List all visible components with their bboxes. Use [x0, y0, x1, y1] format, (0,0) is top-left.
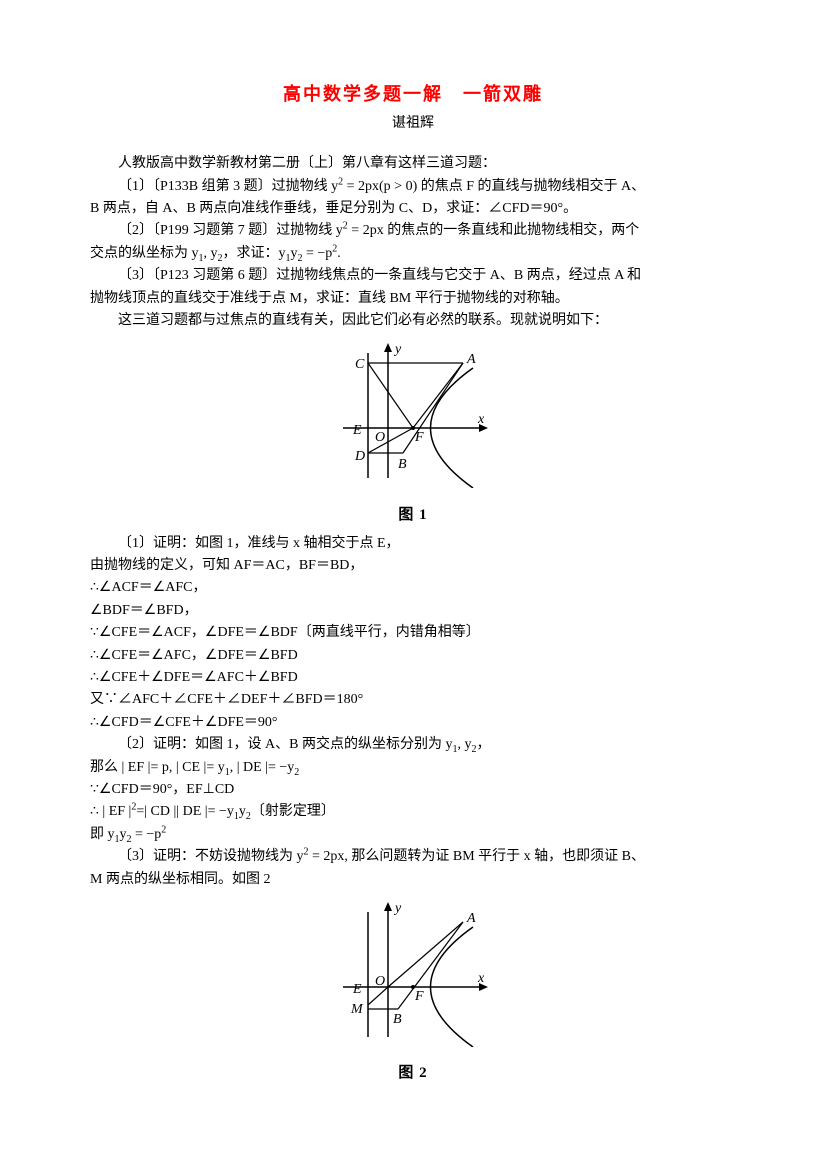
svg-text:x: x: [477, 412, 485, 427]
problem-1-line2: B 两点，自 A、B 两点向准线作垂线，垂足分别为 C、D，求证：∠CFD＝90…: [90, 198, 736, 220]
problem-2-text-g: = −p: [303, 246, 333, 261]
proof1-l5: ∵∠CFE＝∠ACF，∠DFE＝∠BDF〔两直线平行，内错角相等〕: [90, 622, 736, 644]
problem-1-line1: 〔1〕〔P133B 组第 3 题〕过抛物线 y2 = 2px(p > 0) 的焦…: [90, 176, 736, 198]
figure-2-caption: 图 2: [90, 1061, 736, 1085]
proof1-l1: 〔1〕证明：如图 1，准线与 x 轴相交于点 E，: [90, 533, 736, 555]
proof1-l9: ∴∠CFD＝∠CFE＋∠DFE＝90°: [90, 712, 736, 734]
svg-text:O: O: [375, 974, 385, 989]
connector-text: 这三道习题都与过焦点的直线有关，因此它们必有必然的联系。现就说明如下：: [90, 310, 736, 332]
problem-2-text-b: = 2px 的焦点的一条直线和此抛物线相交，两个: [348, 223, 639, 238]
proof2-l1-c: ，: [476, 737, 490, 752]
proof3-l2: M 两点的纵坐标相同。如图 2: [90, 869, 736, 891]
svg-text:A: A: [466, 352, 476, 367]
problem-2-text-d: , y: [204, 246, 218, 261]
svg-text:x: x: [477, 971, 485, 986]
proof2-l2: 那么 | EF |= p, | CE |= y1, | DE |= −y2: [90, 757, 736, 779]
proof2-l3: ∵∠CFD＝90°，EF⊥CD: [90, 779, 736, 801]
proof2-l5-a: 即 y: [90, 827, 115, 842]
proof2-l5: 即 y1y2 = −p2: [90, 824, 736, 846]
problem-2-text-c: 交点的纵坐标为 y: [90, 246, 199, 261]
svg-text:B: B: [398, 457, 407, 472]
figure-1-caption: 图 1: [90, 503, 736, 527]
svg-text:E: E: [352, 423, 362, 438]
svg-text:y: y: [393, 901, 402, 916]
svg-text:C: C: [355, 357, 365, 372]
svg-text:E: E: [352, 982, 362, 997]
figure-1-svg: C A E O F x y D B: [333, 338, 493, 488]
proof1-l2: 由抛物线的定义，可知 AF＝AC，BF＝BD，: [90, 555, 736, 577]
proof3-l1-b: = 2px, 那么问题转为证 BM 平行于 x 轴，也即须证 B、: [309, 849, 646, 864]
subscript: 2: [294, 766, 299, 777]
proof3-l1-a: 〔3〕证明：不妨设抛物线为 y: [118, 849, 304, 864]
proof2-l2-a: 那么 | EF |= p, | CE |= y: [90, 760, 225, 775]
proof2-l4-b: =| CD || DE |= −y: [136, 804, 234, 819]
proof1-l6: ∴∠CFE＝∠AFC，∠DFE＝∠BFD: [90, 645, 736, 667]
figure-1: C A E O F x y D B 图 1: [90, 338, 736, 526]
svg-text:A: A: [466, 911, 476, 926]
proof2-l2-b: , | DE |= −y: [230, 760, 295, 775]
proof3-l1: 〔3〕证明：不妨设抛物线为 y2 = 2px, 那么问题转为证 BM 平行于 x…: [90, 846, 736, 868]
proof2-l4-a: ∴ | EF |: [90, 804, 131, 819]
intro-text: 人教版高中数学新教材第二册〔上〕第八章有这样三道习题：: [90, 153, 736, 175]
exponent: 2: [161, 824, 166, 835]
proof2-l1: 〔2〕证明：如图 1，设 A、B 两交点的纵坐标分别为 y1, y2，: [90, 734, 736, 756]
problem-2-text-a: 〔2〕〔P199 习题第 7 题〕过抛物线 y: [118, 223, 343, 238]
problem-2-text-f: y: [291, 246, 298, 261]
proof1-l8: 又∵∠AFC＋∠CFE＋∠DEF＋∠BFD＝180°: [90, 689, 736, 711]
proof1-l3: ∴∠ACF＝∠AFC，: [90, 577, 736, 599]
proof2-l1-b: , y: [457, 737, 471, 752]
proof2-l4-c: y: [239, 804, 246, 819]
author: 谌祖辉: [90, 113, 736, 135]
figure-2-svg: A E O F x y M B: [333, 897, 493, 1047]
problem-3-line1: 〔3〕〔P123 习题第 6 题〕过抛物线焦点的一条直线与它交于 A、B 两点，…: [90, 265, 736, 287]
svg-text:F: F: [414, 430, 424, 445]
page-title: 高中数学多题一解 一箭双雕: [90, 80, 736, 109]
svg-text:O: O: [375, 430, 385, 445]
problem-2-line2: 交点的纵坐标为 y1, y2，求证：y1y2 = −p2.: [90, 243, 736, 265]
problem-1-text-a: 〔1〕〔P133B 组第 3 题〕过抛物线 y: [118, 179, 338, 194]
proof2-l4-d: 〔射影定理〕: [251, 804, 335, 819]
proof2-l5-b: y: [120, 827, 127, 842]
svg-text:B: B: [393, 1012, 402, 1027]
proof2-l5-c: = −p: [132, 827, 162, 842]
figure-2: A E O F x y M B 图 2: [90, 897, 736, 1085]
problem-1-text-b: = 2px(p > 0) 的焦点 F 的直线与抛物线相交于 A、: [343, 179, 645, 194]
proof2-l1-a: 〔2〕证明：如图 1，设 A、B 两交点的纵坐标分别为 y: [118, 737, 452, 752]
proof1-l4: ∠BDF＝∠BFD，: [90, 600, 736, 622]
problem-2-line1: 〔2〕〔P199 习题第 7 题〕过抛物线 y2 = 2px 的焦点的一条直线和…: [90, 220, 736, 242]
svg-text:y: y: [393, 342, 402, 357]
problem-3-line2: 抛物线顶点的直线交于准线于点 M，求证：直线 BM 平行于抛物线的对称轴。: [90, 288, 736, 310]
problem-2-text-e: ，求证：y: [223, 246, 286, 261]
problem-2-text-h: .: [337, 246, 341, 261]
svg-text:M: M: [350, 1002, 364, 1017]
proof2-l4: ∴ | EF |2=| CD || DE |= −y1y2〔射影定理〕: [90, 801, 736, 823]
svg-text:D: D: [354, 449, 365, 464]
proof1-l7: ∴∠CFE＋∠DFE＝∠AFC＋∠BFD: [90, 667, 736, 689]
svg-text:F: F: [414, 989, 424, 1004]
